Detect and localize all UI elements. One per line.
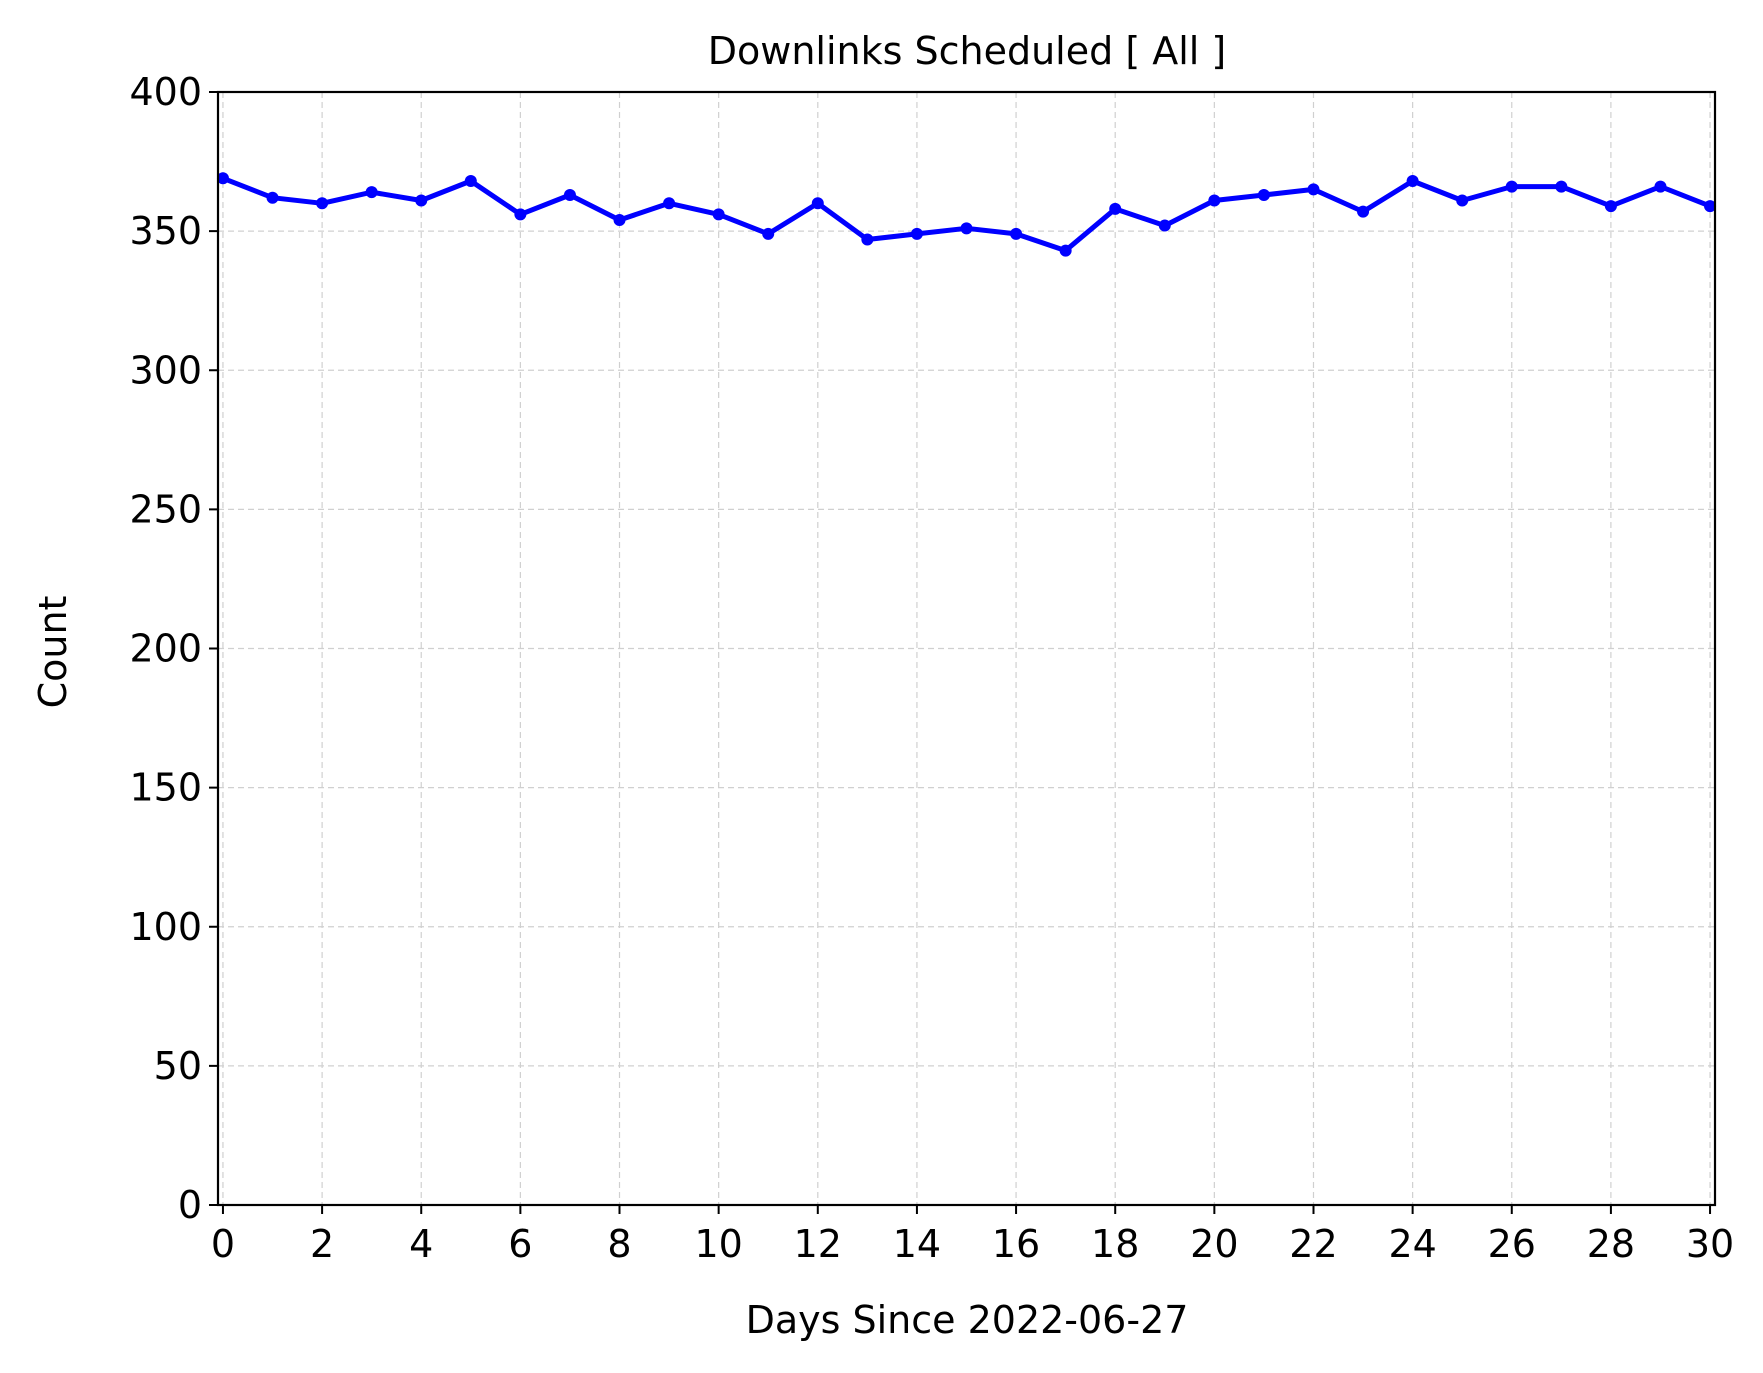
y-axis-label: Count — [31, 596, 75, 709]
data-point — [1257, 188, 1270, 201]
data-point — [663, 197, 676, 210]
y-tick-label: 400 — [129, 70, 202, 114]
x-tick-label: 4 — [409, 1222, 433, 1266]
data-point — [1555, 180, 1568, 193]
x-tick-label: 26 — [1488, 1222, 1536, 1266]
x-tick-label: 10 — [694, 1222, 742, 1266]
data-point — [1158, 219, 1171, 232]
data-point — [1505, 180, 1518, 193]
y-tick-label: 350 — [129, 209, 202, 253]
data-point — [464, 175, 477, 188]
chart-title: Downlinks Scheduled [ All ] — [708, 29, 1227, 73]
y-tick-label: 300 — [129, 348, 202, 392]
y-tick-label: 250 — [129, 487, 202, 531]
data-point — [960, 222, 973, 235]
y-tick-label: 50 — [154, 1044, 202, 1088]
data-point — [613, 213, 626, 226]
data-point — [712, 208, 725, 221]
x-axis-label: Days Since 2022-06-27 — [746, 1298, 1189, 1342]
grid-lines — [218, 91, 1715, 1206]
data-point — [563, 188, 576, 201]
x-tick-label: 0 — [211, 1222, 235, 1266]
data-point — [1654, 180, 1667, 193]
data-point — [1456, 194, 1469, 207]
data-series — [216, 172, 1717, 257]
x-tick-label: 30 — [1686, 1222, 1734, 1266]
data-point — [1604, 200, 1617, 213]
data-point — [1059, 244, 1072, 257]
x-tick-label: 14 — [893, 1222, 941, 1266]
data-point — [1357, 205, 1370, 218]
plot-frame — [216, 90, 1717, 1207]
x-tick-label: 16 — [992, 1222, 1040, 1266]
data-point — [266, 191, 279, 204]
data-point — [514, 208, 527, 221]
x-tick-label: 24 — [1388, 1222, 1436, 1266]
x-tick-label: 28 — [1587, 1222, 1635, 1266]
axis-ticks: 0 2 4 6 8 10 12 14 16 18 20 22 24 26 28 300501001502002… — [129, 70, 1734, 1266]
data-point — [365, 186, 378, 199]
x-tick-label: 18 — [1091, 1222, 1139, 1266]
x-tick-label: 12 — [794, 1222, 842, 1266]
series-line — [222, 175, 1711, 254]
data-point — [415, 194, 428, 207]
y-tick-label: 0 — [178, 1183, 202, 1227]
data-point — [1010, 227, 1023, 240]
x-tick-label: 6 — [508, 1222, 532, 1266]
data-point — [910, 227, 923, 240]
data-point — [762, 227, 775, 240]
y-tick-label: 150 — [129, 766, 202, 810]
x-tick-label: 20 — [1190, 1222, 1238, 1266]
x-tick-label: 8 — [607, 1222, 631, 1266]
data-point — [1704, 200, 1717, 213]
data-point — [811, 197, 824, 210]
x-tick-label: 2 — [310, 1222, 334, 1266]
data-point — [1307, 183, 1320, 196]
data-point — [216, 172, 229, 185]
x-tick-label: 22 — [1289, 1222, 1337, 1266]
data-point — [1406, 175, 1419, 188]
data-point — [861, 233, 874, 246]
data-point — [1208, 194, 1221, 207]
y-tick-label: 100 — [129, 905, 202, 949]
data-point — [1109, 202, 1122, 215]
y-tick-label: 200 — [129, 627, 202, 671]
data-point — [316, 197, 329, 210]
